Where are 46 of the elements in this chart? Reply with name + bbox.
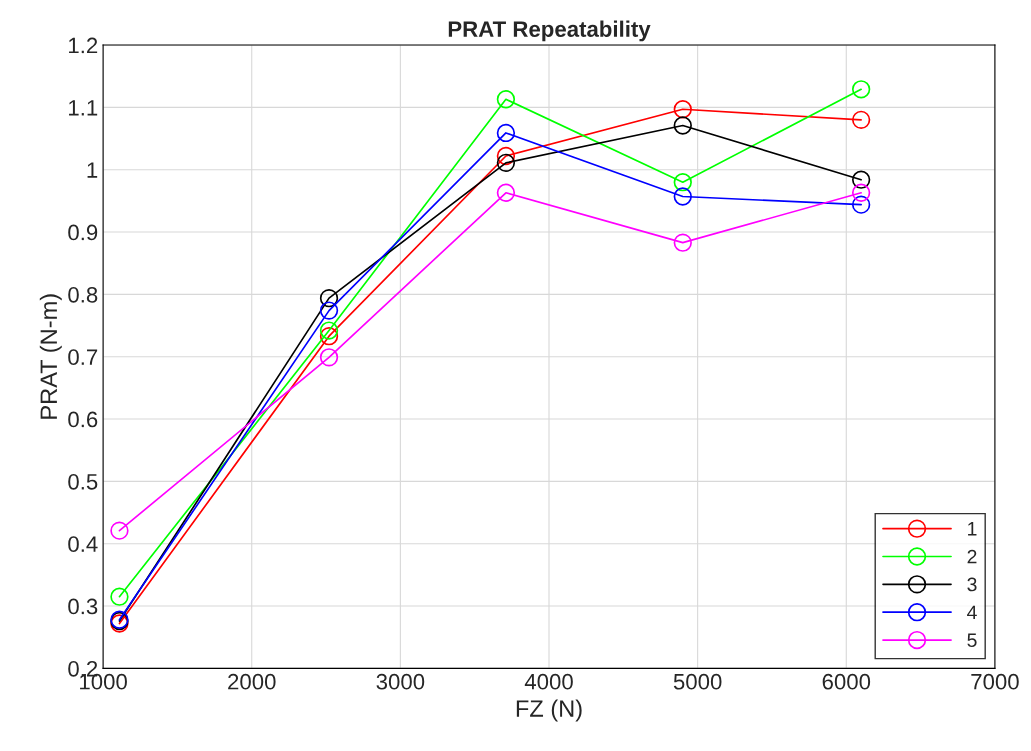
point: [110, 521, 129, 540]
y-tick-label: 0.7: [68, 349, 98, 365]
point: [851, 170, 871, 189]
x-axis-title: FZ (N): [516, 699, 582, 722]
point: [851, 110, 871, 130]
y-tick-label: 0.5: [68, 473, 98, 490]
point: [851, 183, 871, 202]
point: [319, 301, 339, 320]
point: [110, 587, 129, 606]
x-tick-label: 2000: [228, 673, 276, 690]
x-tick-label: 5000: [673, 673, 722, 690]
point: [496, 146, 516, 166]
point: [319, 348, 339, 367]
y-tick-label: 0.8: [68, 286, 98, 303]
x-tick-label: 4000: [524, 673, 573, 690]
y-tick-label: 0.4: [68, 536, 98, 552]
point: [673, 116, 692, 135]
legend-label: 3: [967, 577, 977, 592]
legend-label: 5: [967, 633, 977, 648]
point: [319, 321, 339, 340]
x-tick-label: 6000: [822, 673, 871, 690]
y-tick-label: 0.9: [68, 224, 98, 241]
point: [851, 80, 871, 99]
y-tick-label: 1: [87, 162, 98, 178]
point: [496, 183, 516, 202]
legend-label: 2: [967, 549, 977, 564]
x-tick-label: 3000: [376, 673, 425, 690]
point: [319, 326, 339, 346]
y-tick-label: 0.3: [68, 598, 98, 615]
point: [673, 187, 692, 206]
point: [673, 100, 692, 119]
y-tick-label: 0.6: [68, 411, 98, 428]
y-tick-label: 1.1: [69, 100, 98, 116]
point: [851, 195, 871, 214]
point: [673, 233, 692, 252]
chart-title: PRAT Repeatability: [448, 20, 651, 42]
point: [496, 153, 516, 173]
x-tick-label: 7000: [971, 673, 1019, 690]
point: [496, 90, 516, 109]
y-tick-label: 1.2: [69, 37, 98, 54]
legend-label: 1: [968, 522, 977, 536]
point: [673, 173, 692, 192]
y-axis-title: PRAT (N-m): [39, 294, 62, 419]
point: [496, 123, 516, 143]
legend-label: 4: [967, 605, 977, 620]
point: [319, 288, 339, 308]
